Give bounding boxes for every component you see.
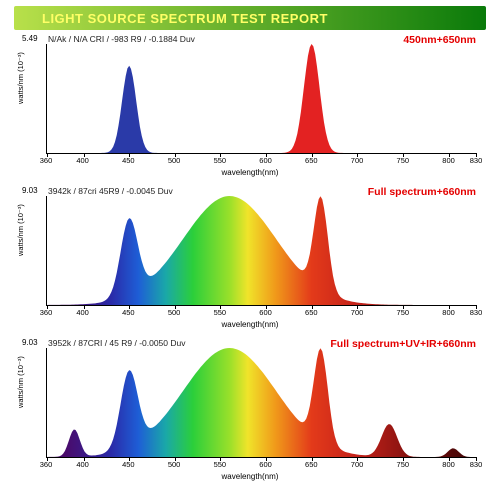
x-tick-label: 600: [259, 156, 272, 165]
report-title: LIGHT SOURCE SPECTRUM TEST REPORT: [42, 11, 328, 26]
panel-header: N/Ak / N/A CRI / -983 R9 / -0.1884 Duv: [48, 34, 195, 44]
spectrum-peak: [47, 44, 476, 153]
x-tick-label: 400: [76, 460, 89, 469]
x-ticks: 360400450500550600650700750800830: [46, 156, 476, 166]
x-ticks: 360400450500550600650700750800830: [46, 460, 476, 470]
x-tick-label: 550: [214, 308, 227, 317]
x-tick-label: 700: [351, 460, 364, 469]
y-axis-label: watts/nm (10⁻³): [16, 204, 25, 256]
x-tick-label: 650: [305, 460, 318, 469]
x-tick-label: 450: [122, 156, 135, 165]
y-axis-label: watts/nm (10⁻³): [16, 52, 25, 104]
spectrum-curve: [47, 196, 476, 305]
x-tick-label: 550: [214, 460, 227, 469]
x-tick-label: 700: [351, 308, 364, 317]
spectrum-peak: [47, 66, 476, 153]
x-tick-label: 360: [40, 460, 53, 469]
x-tick-label: 800: [442, 460, 455, 469]
panel-header: 3952k / 87CRI / 45 R9 / -0.0050 Duv: [48, 338, 186, 348]
spectrum-plot: [46, 348, 476, 458]
spectrum-panel: 9.03 3952k / 87CRI / 45 R9 / -0.0050 Duv…: [14, 338, 486, 486]
x-tick-label: 400: [76, 156, 89, 165]
spectrum-plot: [46, 196, 476, 306]
x-tick-label: 700: [351, 156, 364, 165]
x-tick-label: 500: [168, 308, 181, 317]
y-max-label: 9.03: [22, 338, 38, 347]
spectrum-panel: 5.49 N/Ak / N/A CRI / -983 R9 / -0.1884 …: [14, 34, 486, 182]
x-axis-label: wavelength(nm): [14, 472, 486, 481]
x-tick-label: 830: [470, 460, 483, 469]
x-axis-label: wavelength(nm): [14, 320, 486, 329]
x-axis-label: wavelength(nm): [14, 168, 486, 177]
y-axis-label: watts/nm (10⁻³): [16, 356, 25, 408]
x-tick-label: 500: [168, 460, 181, 469]
x-tick-label: 800: [442, 156, 455, 165]
x-tick-label: 600: [259, 308, 272, 317]
x-tick-label: 750: [397, 308, 410, 317]
x-ticks: 360400450500550600650700750800830: [46, 308, 476, 318]
x-tick-label: 550: [214, 156, 227, 165]
y-max-label: 9.03: [22, 186, 38, 195]
x-tick-label: 830: [470, 156, 483, 165]
spectrum-curve: [47, 348, 476, 457]
spectrum-plot: [46, 44, 476, 154]
x-tick-label: 500: [168, 156, 181, 165]
x-tick-label: 450: [122, 460, 135, 469]
panel-header: 3942k / 87cri 45R9 / -0.0045 Duv: [48, 186, 173, 196]
x-tick-label: 830: [470, 308, 483, 317]
x-tick-label: 750: [397, 156, 410, 165]
x-tick-label: 600: [259, 460, 272, 469]
x-tick-label: 360: [40, 156, 53, 165]
x-tick-label: 750: [397, 460, 410, 469]
report-title-bar: LIGHT SOURCE SPECTRUM TEST REPORT: [14, 6, 486, 30]
x-tick-label: 800: [442, 308, 455, 317]
x-tick-label: 360: [40, 308, 53, 317]
x-tick-label: 650: [305, 156, 318, 165]
x-tick-label: 450: [122, 308, 135, 317]
x-tick-label: 400: [76, 308, 89, 317]
x-tick-label: 650: [305, 308, 318, 317]
spectrum-panel: 9.03 3942k / 87cri 45R9 / -0.0045 Duv Fu…: [14, 186, 486, 334]
y-max-label: 5.49: [22, 34, 38, 43]
